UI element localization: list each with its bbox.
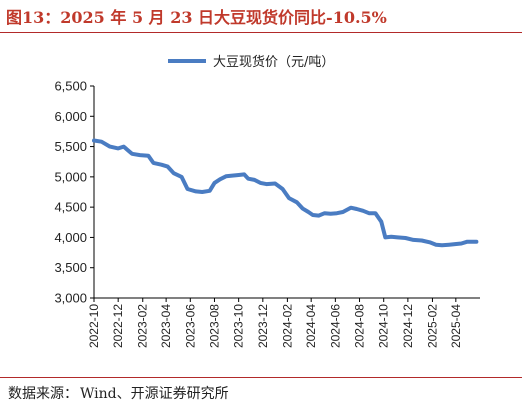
legend: 大豆现货价（元/吨）	[168, 54, 334, 70]
y-tick-label: 5,000	[54, 169, 87, 184]
y-tick-label: 3,500	[54, 260, 87, 275]
x-tick-label: 2024-08	[353, 304, 367, 348]
y-tick-label: 4,000	[54, 230, 87, 245]
x-tick-label: 2025-04	[449, 304, 463, 348]
y-tick-label: 5,500	[54, 139, 87, 154]
source-text: Wind、开源证券研究所	[80, 386, 229, 402]
x-tick-label: 2024-02	[280, 304, 294, 348]
x-tick-label: 2024-10	[377, 304, 391, 348]
series-line	[92, 138, 479, 248]
source-label: 数据来源：	[8, 386, 78, 402]
x-tick-label: 2023-12	[256, 304, 270, 348]
y-tick-label: 6,000	[54, 109, 87, 124]
legend-label: 大豆现货价（元/吨）	[213, 54, 334, 70]
y-axis-ticks: 3,000 3,500 4,000 4,500 5,000 5,500 6,000 6,500	[54, 79, 94, 306]
x-tick-label: 2023-02	[136, 304, 150, 348]
y-tick-label: 6,500	[54, 79, 87, 94]
x-tick-label: 2025-02	[425, 304, 439, 348]
title-divider	[0, 32, 522, 33]
chart-area: 大豆现货价（元/吨） 3,000 3,500 4,000 4,500 5,000 5,50…	[54, 54, 480, 348]
x-tick-label: 2022-10	[87, 304, 101, 348]
source-note: 数据来源： Wind、开源证券研究所	[8, 383, 229, 403]
x-tick-label: 2022-12	[111, 304, 125, 348]
x-tick-label: 2023-06	[183, 304, 197, 348]
chart-title: 图13：2025 年 5 月 23 日大豆现货价同比-10.5%	[6, 8, 387, 27]
y-tick-label: 3,000	[54, 291, 87, 306]
y-tick-label: 4,500	[54, 200, 87, 215]
x-tick-label: 2023-04	[159, 304, 173, 348]
x-tick-label: 2023-08	[207, 304, 221, 348]
footer-divider	[0, 377, 522, 378]
x-tick-label: 2024-06	[328, 304, 342, 348]
x-tick-label: 2024-12	[401, 304, 415, 348]
x-tick-label: 2023-10	[232, 304, 246, 348]
x-axis-ticks: 2022-10 2022-12 2023-02 2023-04 2023-06 2023-…	[87, 298, 463, 348]
x-tick-label: 2024-04	[304, 304, 318, 348]
